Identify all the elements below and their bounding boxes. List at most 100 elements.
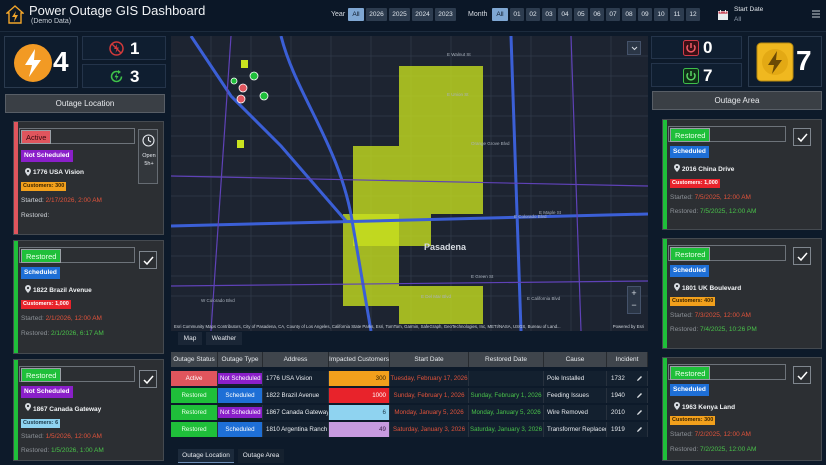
status-badge: Active (21, 130, 52, 144)
cell-incident: 1919 (607, 422, 648, 437)
restored-row: Restored: (21, 212, 49, 219)
month-pill-01[interactable]: 01 (510, 8, 524, 21)
customers-badge: Customers: 300 (670, 416, 716, 425)
month-pill-02[interactable]: 02 (526, 8, 540, 21)
month-pill-05[interactable]: 05 (574, 8, 588, 21)
col-header[interactable]: Address (263, 352, 329, 367)
restored-value: 7/5/2025, 12:00 AM (700, 208, 757, 215)
active-outages-kpi: 4 (4, 36, 78, 88)
restored-label: Restored: (21, 212, 50, 219)
tab-map[interactable]: Map (178, 332, 202, 345)
map-street-label: E Walnut St (447, 52, 471, 57)
edit-pencil-icon[interactable] (636, 409, 643, 416)
power-on-icon (683, 68, 699, 84)
started-label: Started: (21, 197, 44, 204)
restored-outages-kpi: 7 (748, 36, 822, 87)
status-bar (663, 120, 667, 229)
month-pill-08[interactable]: 08 (622, 8, 636, 21)
outage-area-card[interactable]: Restored Scheduled 1801 UK Boulevard Cus… (662, 238, 822, 349)
map-powered-by: Powered by Esri (612, 324, 644, 329)
col-header[interactable]: Start Date (390, 352, 469, 367)
header-bar: Power Outage GIS Dashboard (Demo Data) Y… (0, 0, 826, 32)
tab-outage-area[interactable]: Outage Area (238, 449, 284, 463)
col-header[interactable]: Restored Date (469, 352, 544, 367)
power-off-kpi: 0 (651, 36, 742, 59)
outage-address: 1867 Canada Gateway (33, 406, 102, 413)
col-header[interactable]: Incident (607, 352, 648, 367)
power-on-kpi: 7 (651, 63, 742, 87)
restored-label: Restored: (670, 326, 699, 333)
calendar-icon[interactable] (718, 10, 728, 20)
month-pill-10[interactable]: 10 (654, 8, 668, 21)
col-header[interactable]: Impacted Customers (329, 352, 390, 367)
outage-card[interactable]: Active Not Scheduled 1776 USA Vision Cus… (13, 121, 164, 235)
power-on-count: 7 (703, 66, 713, 85)
restored-check-box (793, 247, 811, 265)
cell-type: Not Scheduled (218, 405, 263, 420)
year-pill-2023[interactable]: 2023 (435, 8, 456, 21)
zoom-out-icon[interactable]: − (631, 300, 637, 310)
month-pill-09[interactable]: 09 (638, 8, 652, 21)
cell-status: Restored (171, 388, 218, 403)
month-pill-07[interactable]: 07 (606, 8, 620, 21)
col-header[interactable]: Outage Type (218, 352, 263, 367)
started-label: Started: (670, 194, 693, 201)
open-duration-text: Open 5h+ (142, 153, 156, 167)
edit-pencil-icon[interactable] (636, 392, 643, 399)
month-pill-03[interactable]: 03 (542, 8, 556, 21)
cell-cause: Wire Removed (544, 405, 607, 420)
tab-weather[interactable]: Weather (206, 332, 242, 345)
cell-type: Scheduled (218, 388, 263, 403)
outage-address: 1801 UK Boulevard (682, 285, 742, 292)
month-pill-04[interactable]: 04 (558, 8, 572, 21)
started-row: Started: 1/5/2026, 12:00 AM (21, 433, 102, 440)
month-pill-all[interactable]: All (492, 8, 508, 21)
schedule-badge: Scheduled (670, 384, 709, 396)
year-pill-2024[interactable]: 2024 (412, 8, 433, 21)
col-header[interactable]: Cause (544, 352, 607, 367)
scheduled-kpi: 3 (82, 64, 166, 88)
year-pill-2025[interactable]: 2025 (389, 8, 410, 21)
location-pin-icon (25, 285, 31, 293)
outage-address: 1776 USA Vision (33, 169, 84, 176)
started-row: Started: 7/5/2025, 12:00 AM (670, 194, 751, 201)
cell-cause: Pole Installed (544, 371, 607, 386)
zoom-in-icon[interactable]: + (631, 288, 637, 298)
open-duration-box: Open 5h+ (138, 129, 158, 184)
tab-outage-location[interactable]: Outage Location (178, 449, 234, 463)
month-pill-11[interactable]: 11 (670, 8, 684, 21)
outage-map[interactable]: Pasadena E Walnut St E Union St E Colora… (171, 36, 648, 331)
restored-label: Restored: (21, 447, 50, 454)
edit-pencil-icon[interactable] (636, 426, 643, 433)
outage-card[interactable]: Restored Scheduled 1822 Brazil Avenue Cu… (13, 240, 164, 354)
month-pill-06[interactable]: 06 (590, 8, 604, 21)
year-pill-2026[interactable]: 2026 (366, 8, 387, 21)
outage-area-card[interactable]: Restored Scheduled 1963 Kenya Land Custo… (662, 357, 822, 461)
chevron-down-icon (631, 46, 638, 51)
edit-pencil-icon[interactable] (636, 375, 643, 382)
outage-area-card[interactable]: Restored Scheduled 2016 China Drive Cust… (662, 119, 822, 230)
cell-address: 1776 USA Vision (263, 371, 329, 386)
cell-status: Restored (171, 405, 218, 420)
map-collapse-button[interactable] (627, 41, 641, 55)
started-value: 7/3/2025, 12:00 AM (694, 312, 751, 319)
lightning-badge-icon (756, 42, 794, 82)
restored-row: Restored: 7/5/2025, 12:00 AM (670, 208, 756, 215)
year-pill-all[interactable]: All (348, 8, 364, 21)
month-pill-12[interactable]: 12 (686, 8, 700, 21)
map-canvas[interactable] (171, 36, 648, 331)
map-zoom-control[interactable]: + − (627, 286, 641, 314)
col-header[interactable]: Outage Status (171, 352, 218, 367)
schedule-badge: Scheduled (670, 146, 709, 158)
start-date-value[interactable]: All (734, 16, 742, 23)
cell-restored-date: Sunday, February 1, 2026 (469, 388, 544, 403)
cell-address: 1867 Canada Gateway (263, 405, 329, 420)
hamburger-menu-icon[interactable] (812, 10, 820, 18)
incident-id: 1919 (611, 426, 625, 433)
outage-area-panel-title: Outage Area (652, 91, 822, 110)
not-scheduled-count: 1 (130, 39, 140, 58)
restored-row: Restored: 2/1/2026, 6:17 AM (21, 330, 104, 337)
active-outages-count: 4 (53, 46, 69, 77)
location-pin-icon (674, 402, 680, 410)
outage-card[interactable]: Restored Not Scheduled 1867 Canada Gatew… (13, 359, 164, 461)
